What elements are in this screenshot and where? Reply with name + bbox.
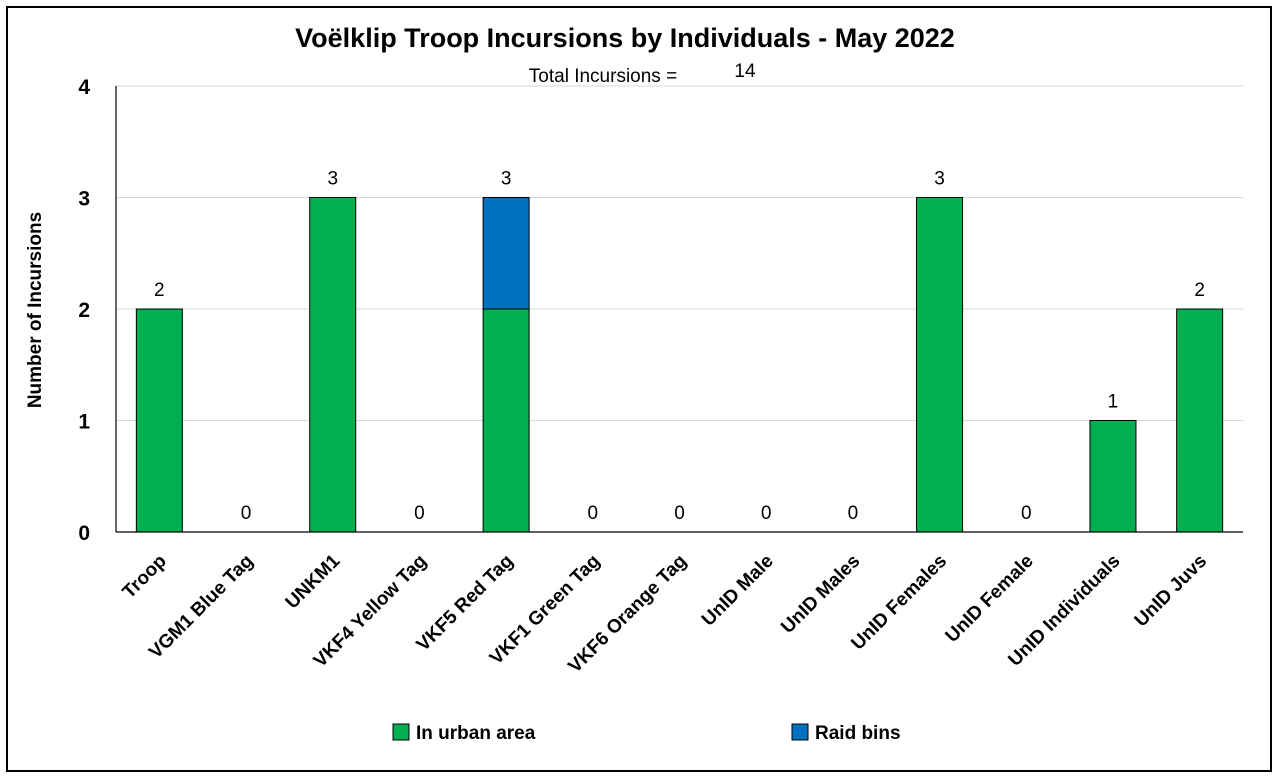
data-label-unid-juvs: 2 [1194, 280, 1205, 301]
chart-subtitle-value: 14 [734, 61, 756, 82]
x-tick-label-unid-males: UnID Males [777, 551, 864, 638]
data-labels: 2 0 3 0 3 0 0 0 0 3 0 1 2 [154, 169, 1205, 525]
data-label-unid-females: 3 [934, 169, 945, 190]
gridlines [116, 85, 1243, 421]
y-axis-ticks: 0 1 2 3 4 [78, 76, 90, 545]
y-axis-label: Number of Incursions [25, 212, 46, 408]
chart-subtitle-label: Total Incursions = [529, 66, 677, 87]
y-tick-label-1: 1 [78, 411, 90, 434]
bar-vkf5-red-tag-in-urban-area [482, 308, 530, 533]
data-label-unid-female: 0 [1021, 503, 1032, 524]
legend-swatch-raid-bins [791, 723, 809, 741]
x-tick-label-unid-male: UnID Male [698, 551, 778, 631]
data-label-vkf5-red-tag: 3 [501, 169, 512, 190]
data-label-vkf1-green-tag: 0 [588, 503, 599, 524]
legend-label-raid-bins: Raid bins [815, 723, 901, 744]
y-tick-label-2: 2 [78, 299, 90, 322]
bar-unid-juvs-in-urban-area [1176, 308, 1224, 533]
data-label-troop: 2 [154, 280, 165, 301]
y-tick-label-4: 4 [78, 76, 90, 99]
y-tick-label-0: 0 [78, 522, 90, 545]
data-label-unid-individuals: 1 [1108, 392, 1119, 413]
x-tick-label-unid-female: UnID Female [942, 551, 1038, 647]
x-tick-label-unid-juvs: UnID Juvs [1131, 551, 1212, 632]
bar-unid-females-in-urban-area [916, 197, 964, 533]
data-label-unid-male: 0 [761, 503, 772, 524]
bars [135, 197, 1224, 533]
bar-vkf5-red-tag-raid-bins [482, 197, 530, 310]
x-tick-label-unkm1: UNKM1 [282, 550, 345, 613]
data-label-unkm1: 3 [327, 169, 338, 190]
chart-title: Voëlklip Troop Incursions by Individuals… [295, 23, 955, 53]
data-label-vkf4-yellow-tag: 0 [414, 503, 425, 524]
data-label-vgm1-blue-tag: 0 [241, 503, 252, 524]
chart-frame [6, 6, 1272, 772]
x-tick-label-troop: Troop [119, 551, 171, 603]
bar-troop-in-urban-area [135, 308, 183, 533]
legend: In urban area Raid bins [392, 723, 901, 744]
legend-swatch-in-urban-area [392, 723, 410, 741]
bar-unid-individuals-in-urban-area [1089, 420, 1137, 533]
bar-unkm1-in-urban-area [309, 197, 357, 533]
data-label-vkf6-orange-tag: 0 [674, 503, 685, 524]
y-tick-label-3: 3 [78, 188, 90, 211]
legend-label-in-urban-area: In urban area [416, 723, 536, 744]
data-label-unid-males: 0 [848, 503, 859, 524]
